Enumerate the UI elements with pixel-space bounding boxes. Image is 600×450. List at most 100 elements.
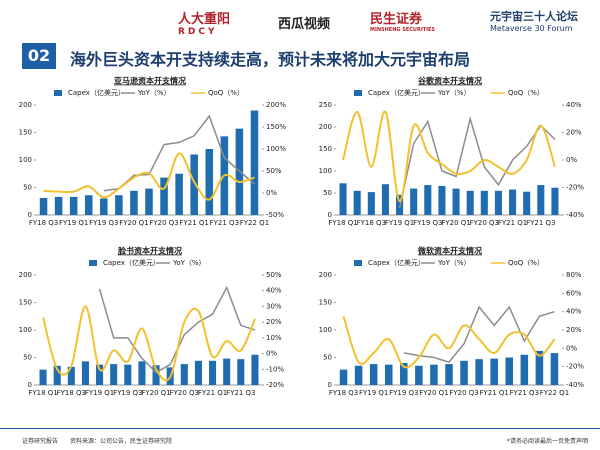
- legend-label: QoQ（%）: [508, 259, 544, 267]
- x-tick-label: FY18 Q3: [329, 389, 358, 397]
- bar: [53, 365, 61, 385]
- y-tick-label: 150: [19, 299, 32, 307]
- bar: [430, 364, 438, 385]
- section-number: 02: [22, 43, 56, 69]
- bar: [209, 360, 217, 385]
- bar: [54, 196, 63, 215]
- y-tick-label: 100: [19, 326, 32, 334]
- y2-tick-label: 50%: [266, 167, 282, 175]
- chart-title: 微软资本开支情况: [417, 246, 482, 256]
- y2-tick-label: -20%: [266, 381, 284, 389]
- x-tick-label: FY22 Q1: [240, 219, 269, 227]
- bar: [384, 364, 393, 385]
- legend-label: YoY（%）: [137, 89, 171, 97]
- footer-source: 资料来源：公司公告，民生证券研究院: [70, 438, 173, 445]
- bar: [175, 173, 183, 215]
- bar: [339, 183, 347, 215]
- bar: [480, 190, 488, 215]
- bar: [110, 364, 118, 385]
- bar: [339, 369, 348, 385]
- y-tick-label: 0: [328, 211, 332, 219]
- x-tick-label: FY20 Q3: [170, 389, 199, 397]
- logo: 民生证券 MINSHENG SECURITIES: [370, 8, 435, 33]
- x-tick-label: FY18 Q1: [28, 389, 57, 397]
- bar: [160, 177, 168, 215]
- logo: 元宇宙三十人论坛 Metaverse 30 Forum: [490, 8, 578, 33]
- x-tick-label: FY19 Q1: [359, 389, 388, 397]
- bar: [445, 364, 453, 385]
- yoy-line: [403, 305, 555, 363]
- x-tick-label: FY18 Q1: [328, 219, 357, 227]
- charts: 亚马逊资本开支情况 Capex（亿美元） YoY（%） QoQ（%） 0 50 100 150…: [19, 76, 585, 398]
- chart-title: 脸书资本开支情况: [118, 246, 182, 256]
- bar: [400, 363, 408, 385]
- y-tick-label: 100: [319, 167, 332, 175]
- logo-sub: RDCY: [178, 27, 218, 37]
- x-tick-label: FY21 Q1: [498, 219, 527, 227]
- x-tick-label: FY19 Q1: [59, 219, 88, 227]
- x-tick-label: FY19 Q3: [389, 389, 418, 397]
- legend-label: YoY（%）: [437, 89, 471, 97]
- y2-tick-label: 100%: [266, 145, 286, 153]
- y2-tick-label: 30%: [266, 302, 282, 310]
- bar: [452, 188, 460, 215]
- bar: [354, 365, 363, 385]
- bar: [205, 149, 214, 215]
- y2-tick-label: -20%: [566, 363, 584, 371]
- y-tick-label: 100: [319, 326, 332, 334]
- y-tick-label: 150: [319, 299, 332, 307]
- legend-swatch: [89, 260, 97, 266]
- bar: [84, 195, 93, 215]
- bar: [130, 190, 138, 215]
- page-title: 海外巨头资本开支持续走高，预计未来将加大元宇宙布局: [70, 50, 471, 69]
- y2-tick-label: 10%: [266, 334, 282, 342]
- bar: [369, 364, 378, 385]
- y2-tick-label: -20%: [566, 184, 584, 192]
- legend-label: Capex（亿美元）: [368, 88, 425, 97]
- x-tick-label: FY19 Q1: [85, 389, 114, 397]
- bar: [194, 360, 202, 385]
- bar: [410, 188, 418, 215]
- y2-tick-label: -10%: [266, 365, 284, 373]
- footer: 证券研究报告 资料来源：公司公告，民生证券研究院 *请务必阅读最后一页免责声明: [0, 428, 600, 450]
- x-tick-label: FY20 Q1: [119, 219, 148, 227]
- bar: [381, 184, 389, 215]
- bar: [81, 361, 89, 385]
- qoq-line: [43, 152, 255, 201]
- bar: [460, 360, 468, 385]
- y-tick-label: 150: [19, 129, 32, 137]
- y-tick-label: 50: [23, 354, 32, 362]
- footer-disclaimer: *请务必阅读最后一页免责声明: [506, 438, 588, 445]
- x-tick-label: FY18 Q3: [57, 389, 86, 397]
- bar: [505, 357, 514, 385]
- y2-tick-label: 150%: [266, 123, 286, 131]
- legend-label: Capex（亿美元）: [68, 88, 125, 97]
- logo-text: 西瓜视频: [278, 17, 331, 32]
- bar: [190, 154, 198, 215]
- legend-swatch: [54, 90, 62, 96]
- x-tick-label: FY19 Q3: [89, 219, 118, 227]
- bar: [152, 365, 160, 385]
- y-tick-label: 200: [19, 101, 32, 109]
- legend-label: QoQ（%）: [508, 89, 544, 97]
- bar: [67, 366, 75, 385]
- bar: [523, 191, 531, 215]
- y2-tick-label: 20%: [566, 326, 582, 334]
- legend-swatch: [354, 260, 362, 266]
- x-tick-label: FY21 Q3: [210, 219, 239, 227]
- legend-label: Capex（亿美元）: [103, 258, 160, 267]
- y2-tick-label: 40%: [566, 308, 582, 316]
- logo-sub: Metaverse 30 Forum: [490, 24, 573, 33]
- x-tick-label: FY20 Q3: [449, 389, 478, 397]
- bar: [39, 369, 47, 385]
- bar: [250, 110, 259, 215]
- y2-tick-label: 40%: [266, 287, 282, 295]
- logo-text: 人大重阳: [178, 12, 231, 27]
- y-tick-label: 0: [28, 381, 32, 389]
- y2-tick-label: 50%: [266, 271, 282, 279]
- chart-title: 亚马逊资本开支情况: [114, 76, 186, 86]
- legend-swatch: [354, 90, 362, 96]
- y2-tick-label: 40%: [566, 101, 582, 109]
- y-tick-label: 50: [323, 354, 332, 362]
